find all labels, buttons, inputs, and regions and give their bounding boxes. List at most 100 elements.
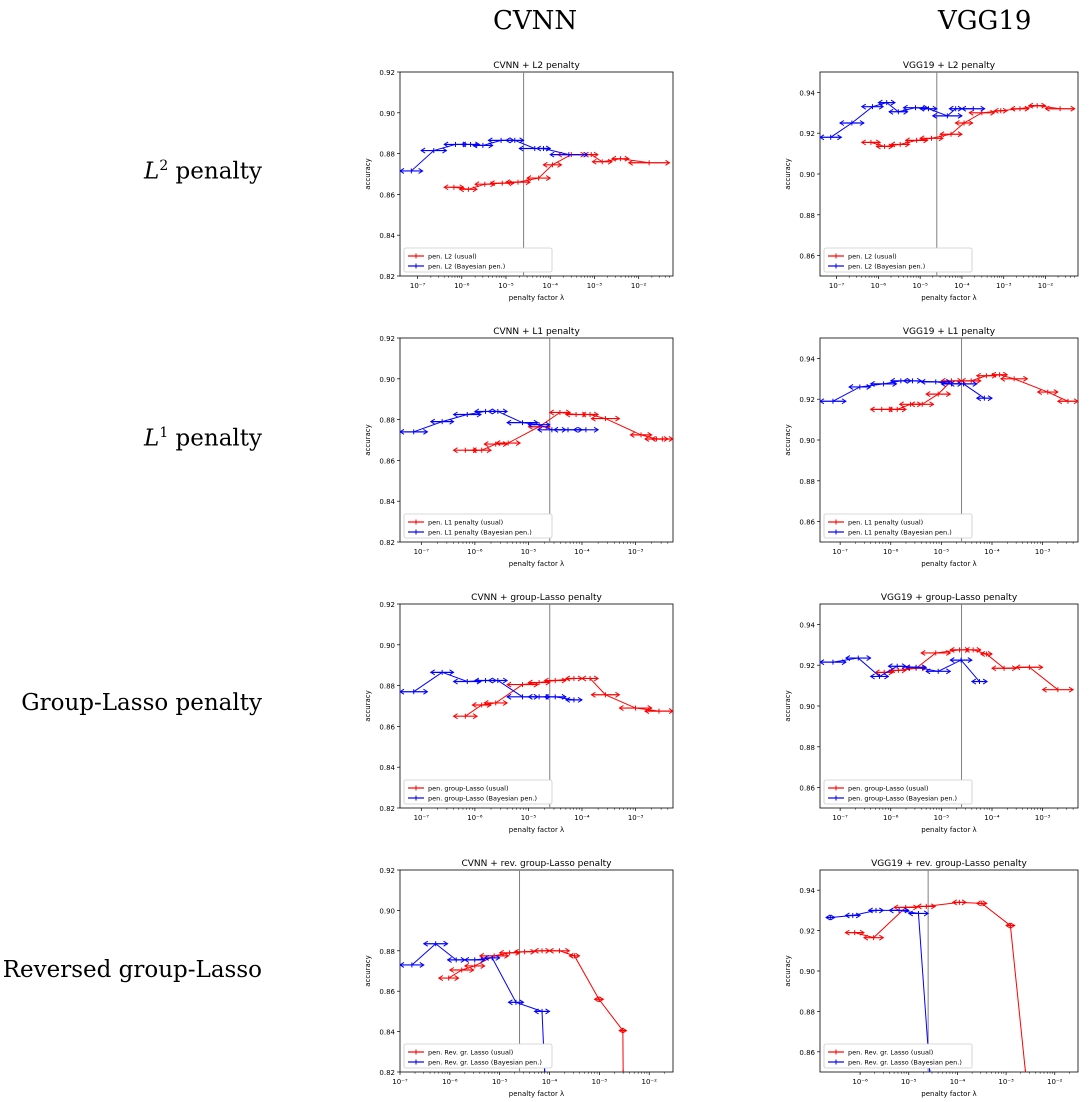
x-tick-label: 10⁻⁵ bbox=[492, 1078, 508, 1086]
series-line bbox=[830, 102, 974, 138]
y-tick-label: 0.88 bbox=[379, 151, 395, 159]
row-header-l1: L1 penalty bbox=[0, 425, 262, 452]
interval-arrow-right bbox=[515, 440, 522, 446]
interval-arrow-left bbox=[400, 168, 405, 174]
y-tick-label: 0.86 bbox=[379, 191, 395, 199]
y-tick-label: 0.88 bbox=[799, 1008, 815, 1016]
interval-arrow-left bbox=[443, 184, 449, 191]
interval-arrow-left bbox=[960, 377, 966, 384]
plot-frame bbox=[399, 71, 674, 277]
interval-arrow-left bbox=[925, 391, 931, 398]
legend-box bbox=[403, 779, 553, 805]
x-axis-label: penalty factor λ bbox=[509, 560, 564, 568]
chart-title: VGG19 + L1 penalty bbox=[903, 327, 996, 337]
series-line bbox=[854, 901, 1026, 1072]
x-tick-label: 10⁻⁷ bbox=[414, 548, 430, 556]
column-header-vgg19: VGG19 bbox=[938, 6, 1032, 36]
x-tick-label: 10⁻⁵ bbox=[912, 282, 928, 290]
legend-label: pen. Rev. gr. Lasso (Bayesian pen.) bbox=[848, 1059, 962, 1067]
legend-box bbox=[823, 1043, 973, 1069]
y-tick-label: 0.90 bbox=[379, 907, 395, 915]
interval-arrow-left bbox=[869, 673, 875, 680]
interval-arrow-left bbox=[979, 651, 986, 657]
interval-arrow-right bbox=[930, 903, 937, 910]
x-tick-label: 10⁻³ bbox=[592, 1078, 608, 1086]
interval-arrow-left bbox=[993, 107, 999, 114]
legend-label: pen. group-Lasso (Bayesian pen.) bbox=[428, 795, 537, 803]
interval-arrow-right bbox=[665, 159, 671, 166]
interval-arrow-right bbox=[901, 406, 907, 413]
interval-arrow-left bbox=[533, 1008, 539, 1015]
interval-arrow-right bbox=[615, 691, 621, 698]
y-tick-label: 0.92 bbox=[379, 69, 395, 77]
interval-arrow-right bbox=[879, 907, 885, 914]
x-tick-label: 10⁻³ bbox=[998, 1078, 1014, 1086]
interval-arrow-left bbox=[590, 415, 596, 422]
interval-arrow-left bbox=[513, 948, 519, 955]
interval-arrow-right bbox=[1023, 375, 1029, 382]
legend-label: pen. Rev. gr. Lasso (Bayesian pen.) bbox=[428, 1059, 542, 1067]
x-tick-label: 10⁻⁵ bbox=[498, 282, 514, 290]
interval-arrow-right bbox=[859, 929, 865, 936]
interval-arrow-right bbox=[890, 99, 896, 106]
series-bayes bbox=[400, 137, 589, 174]
interval-arrow-left bbox=[618, 1027, 624, 1034]
interval-arrow-left bbox=[489, 180, 495, 187]
interval-arrow-left bbox=[838, 120, 845, 126]
interval-arrow-right bbox=[946, 650, 952, 656]
interval-arrow-left bbox=[975, 395, 982, 402]
chart-cvnn-l1: CVNN + L1 penalty 0.82 0.84 0.86 0.88 0.90 0.9… bbox=[364, 327, 674, 568]
legend-label: pen. group-Lasso (usual) bbox=[848, 785, 929, 793]
interval-arrow-right bbox=[419, 962, 425, 968]
interval-arrow-left bbox=[452, 411, 458, 418]
y-axis-label: accuracy bbox=[784, 424, 792, 456]
interval-arrow-left bbox=[820, 398, 825, 405]
interval-arrow-left bbox=[902, 377, 908, 384]
series-usual bbox=[452, 409, 673, 454]
interval-arrow-left bbox=[472, 142, 478, 149]
interval-arrow-right bbox=[561, 677, 567, 684]
interval-arrow-right bbox=[905, 141, 911, 148]
interval-arrow-left bbox=[591, 158, 597, 165]
interval-arrow-left bbox=[483, 441, 489, 448]
interval-arrow-left bbox=[429, 418, 436, 425]
chart-vgg19-rev-group-lasso: VGG19 + rev. group-Lasso penalty 0.86 0.88… bbox=[784, 859, 1079, 1098]
interval-arrow-right bbox=[668, 436, 673, 442]
interval-arrow-left bbox=[931, 112, 938, 119]
interval-arrow-right bbox=[903, 108, 909, 115]
y-axis-label: accuracy bbox=[784, 690, 792, 722]
interval-arrow-right bbox=[904, 907, 910, 914]
interval-arrow-right bbox=[668, 708, 673, 715]
interval-arrow-left bbox=[877, 99, 883, 106]
series-usual bbox=[874, 646, 1075, 693]
interval-arrow-left bbox=[526, 175, 532, 182]
interval-arrow-left bbox=[919, 105, 925, 112]
y-tick-label: 0.86 bbox=[379, 457, 395, 465]
interval-arrow-right bbox=[879, 934, 885, 941]
interval-arrow-left bbox=[533, 947, 539, 954]
chart-cvnn-l2: CVNN + L2 penalty 0.82 0.84 0.86 0.88 0.90 0.9… bbox=[364, 61, 674, 302]
interval-arrow-left bbox=[975, 372, 982, 379]
interval-arrow-right bbox=[545, 421, 551, 428]
interval-arrow-right bbox=[1024, 105, 1030, 112]
interval-arrow-right bbox=[519, 999, 525, 1006]
interval-arrow-right bbox=[884, 673, 890, 680]
interval-arrow-left bbox=[970, 678, 977, 685]
interval-arrow-left bbox=[452, 447, 458, 454]
y-tick-label: 0.90 bbox=[379, 642, 395, 650]
interval-arrow-right bbox=[957, 131, 963, 138]
interval-arrow-left bbox=[951, 899, 957, 906]
interval-arrow-right bbox=[987, 651, 993, 657]
interval-arrow-left bbox=[888, 108, 894, 115]
interval-arrow-left bbox=[463, 956, 470, 963]
row-header-group-lasso-label: Group-Lasso penalty bbox=[21, 690, 262, 716]
interval-arrow-left bbox=[548, 947, 554, 954]
interval-arrow-left bbox=[593, 996, 599, 1003]
interval-arrow-right bbox=[916, 377, 923, 384]
interval-arrow-right bbox=[1068, 686, 1075, 693]
interval-arrow-right bbox=[866, 384, 872, 390]
x-tick-label: 10⁻⁴ bbox=[542, 1078, 558, 1086]
interval-arrow-right bbox=[1011, 665, 1018, 672]
interval-arrow-left bbox=[1010, 105, 1016, 112]
interval-arrow-left bbox=[887, 663, 893, 670]
